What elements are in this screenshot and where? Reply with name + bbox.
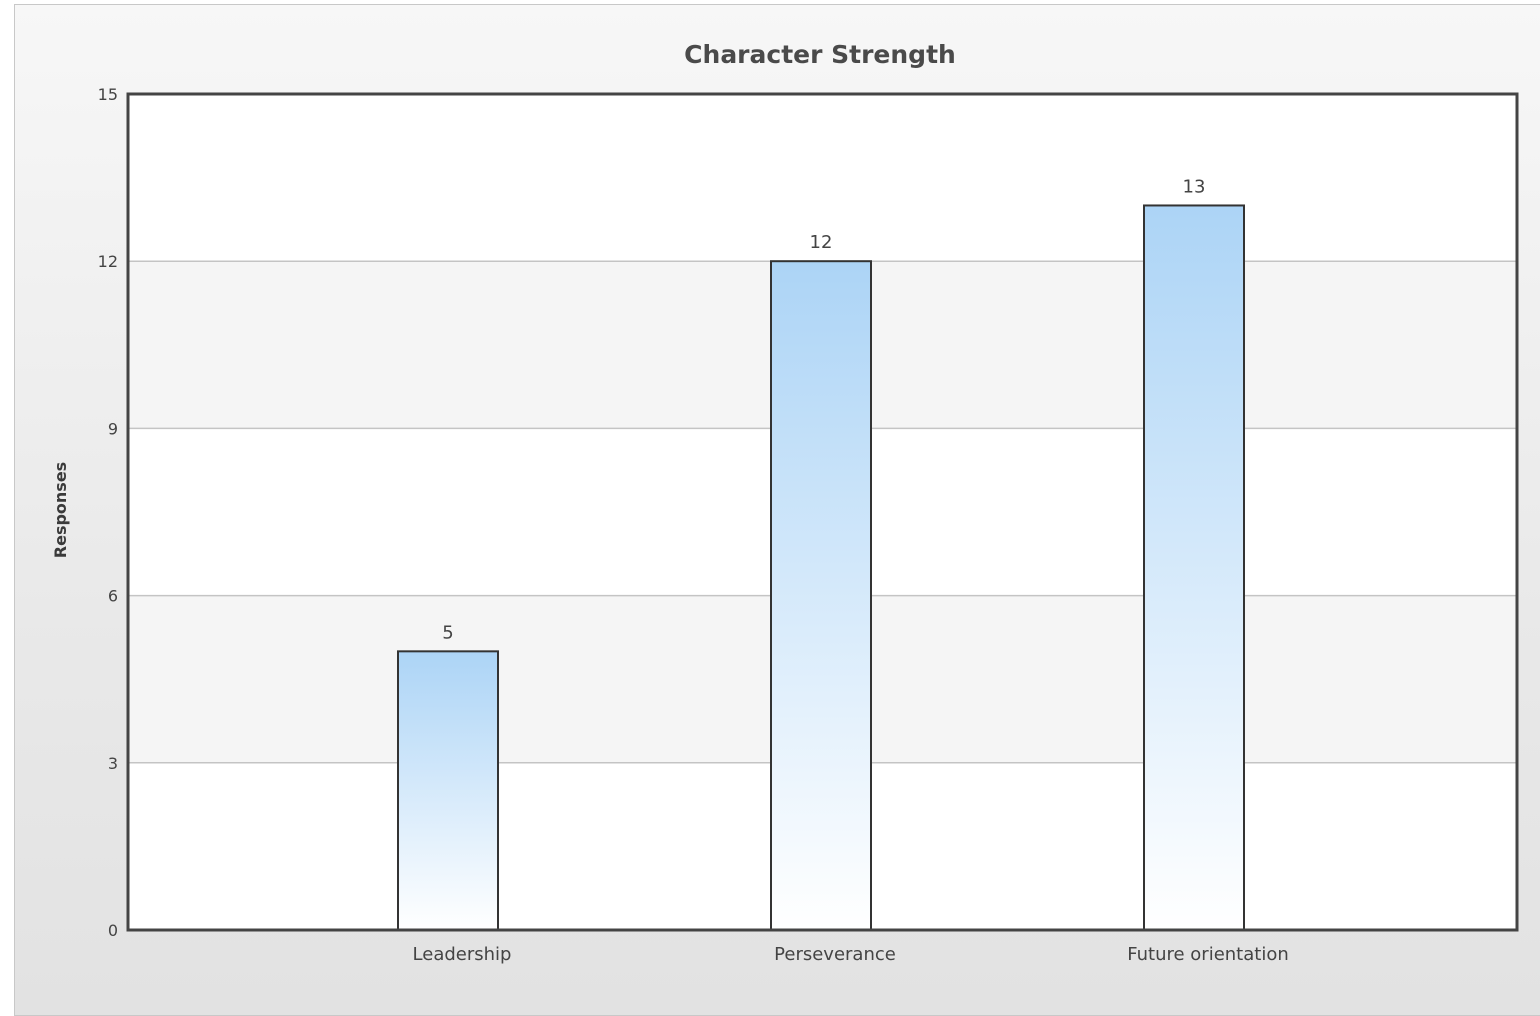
y-tick-labels: 0 3 6 9 12 15 — [98, 85, 118, 940]
y-axis-label: Responses — [51, 462, 70, 558]
y-tick-label: 3 — [108, 754, 118, 773]
x-tick-labels: Leadership Perseverance Future orientation — [413, 944, 1289, 965]
chart-title: Character Strength — [684, 40, 956, 69]
bar-leadership — [397, 650, 499, 931]
value-label: 12 — [810, 232, 833, 253]
bar-perseverance — [770, 260, 872, 931]
value-label: 13 — [1183, 176, 1206, 197]
y-tick-label: 15 — [98, 85, 118, 104]
bar-future-orientation — [1143, 204, 1245, 931]
y-tick-label: 6 — [108, 587, 118, 606]
x-tick-label: Leadership — [413, 944, 512, 965]
value-labels: 5 12 13 — [442, 176, 1205, 643]
x-tick-label: Future orientation — [1127, 944, 1289, 965]
plot-border — [126, 92, 1519, 932]
value-label: 5 — [442, 622, 453, 643]
y-tick-label: 0 — [108, 921, 118, 940]
bars — [397, 204, 1245, 931]
y-tick-label: 9 — [108, 419, 118, 438]
y-tick-label: 12 — [98, 252, 118, 271]
x-tick-label: Perseverance — [774, 944, 896, 965]
